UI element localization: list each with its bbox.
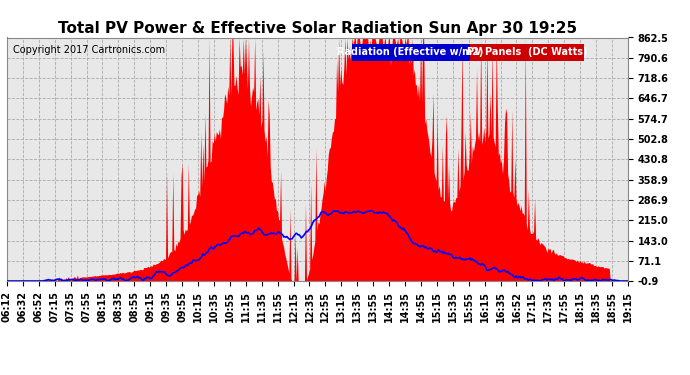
FancyBboxPatch shape	[352, 44, 469, 61]
Title: Total PV Power & Effective Solar Radiation Sun Apr 30 19:25: Total PV Power & Effective Solar Radiati…	[58, 21, 577, 36]
Text: PV Panels  (DC Watts): PV Panels (DC Watts)	[466, 47, 587, 57]
Text: Radiation (Effective w/m2): Radiation (Effective w/m2)	[337, 47, 484, 57]
FancyBboxPatch shape	[469, 44, 584, 61]
Text: Copyright 2017 Cartronics.com: Copyright 2017 Cartronics.com	[13, 45, 165, 55]
